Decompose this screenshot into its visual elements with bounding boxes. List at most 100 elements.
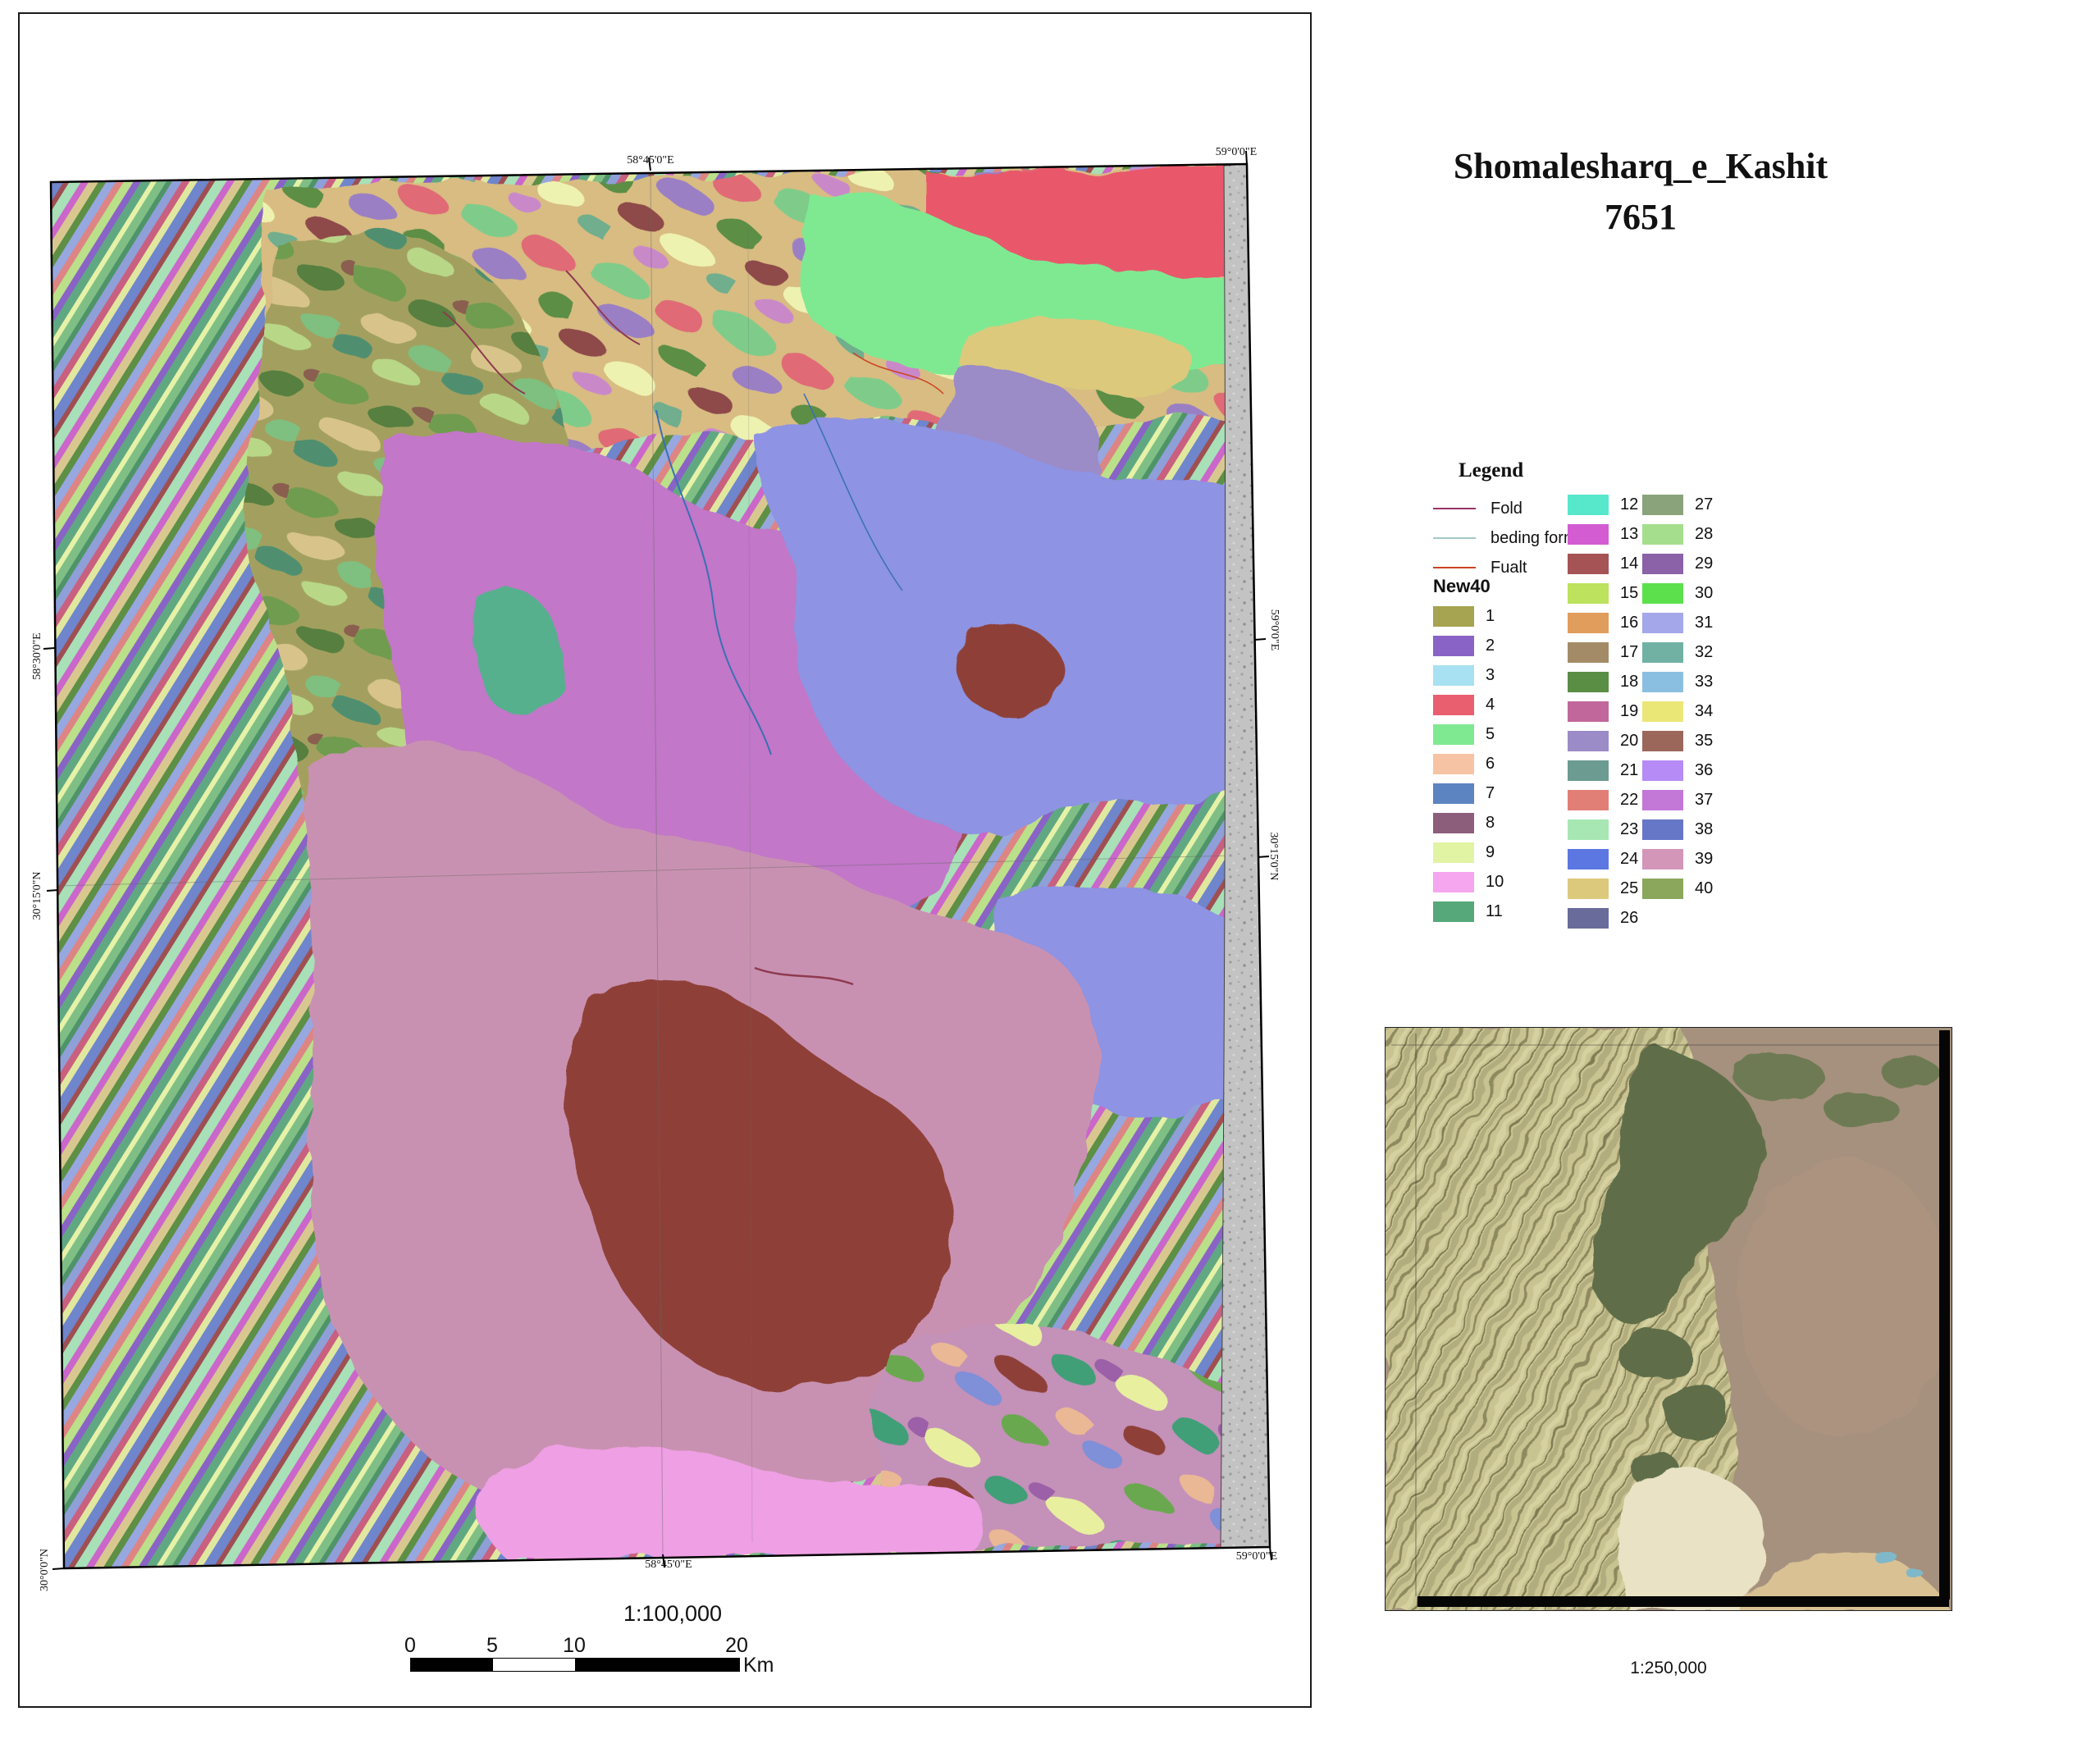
- legend-item-24: 24: [1568, 847, 1699, 876]
- graticule-ticks: [43, 150, 1272, 1570]
- legend-item-label: 15: [1620, 584, 1639, 602]
- legend-item-3: 3: [1433, 663, 1564, 692]
- legend-item-11: 11: [1433, 899, 1564, 929]
- legend-item-6: 6: [1433, 751, 1564, 781]
- map-title-line2: 7651: [1605, 197, 1677, 237]
- legend-item-1: 1: [1433, 604, 1564, 633]
- legend-swatch: [1568, 879, 1609, 899]
- structure-lines: [442, 270, 944, 986]
- legend-item-label: 5: [1486, 725, 1495, 743]
- legend-item-38: 38: [1642, 817, 1774, 847]
- scalebar-tick-5: 5: [486, 1634, 498, 1657]
- legend-swatch: [1642, 495, 1683, 515]
- map-title: Shomalesharq_e_Kashit 7651: [1395, 141, 1887, 243]
- legend-item-14: 14: [1568, 551, 1699, 581]
- legend-swatch: [1642, 790, 1683, 810]
- inset-satellite-canvas: [1385, 1027, 1952, 1611]
- legend-item-9: 9: [1433, 840, 1564, 869]
- legend-swatch: [1433, 783, 1474, 804]
- legend-swatch: [1642, 613, 1683, 633]
- legend-item-10: 10: [1433, 869, 1564, 899]
- legend-swatch: [1568, 908, 1609, 929]
- legend-item-label: 22: [1620, 791, 1639, 809]
- legend-swatch: [1433, 695, 1474, 715]
- inset-satellite-map: [1385, 1027, 1952, 1611]
- bedding-line-symbol: [1433, 537, 1476, 539]
- legend-swatch: [1433, 872, 1474, 892]
- legend-item-label: 32: [1695, 643, 1714, 661]
- legend-item-16: 16: [1568, 610, 1699, 640]
- legend-swatch: [1568, 790, 1609, 810]
- legend-item-label: 31: [1695, 614, 1714, 632]
- legend-swatch: [1642, 849, 1683, 869]
- scale-bar-segment: [493, 1659, 575, 1671]
- legend-item-label: 35: [1695, 732, 1714, 750]
- legend-item-label: 17: [1620, 643, 1639, 661]
- legend-swatch: [1568, 760, 1609, 781]
- legend-line-item-fold: Fold: [1433, 494, 1614, 523]
- legend-item-label: 27: [1695, 495, 1714, 513]
- legend-line-item-fault: Fualt: [1433, 553, 1614, 582]
- legend-swatch: [1433, 813, 1474, 833]
- legend-item-27: 27: [1642, 492, 1774, 522]
- legend-item-label: 30: [1695, 584, 1714, 602]
- legend-line-label: beding form: [1491, 529, 1577, 547]
- legend-item-39: 39: [1642, 847, 1774, 876]
- legend-swatch: [1568, 613, 1609, 633]
- legend-item-17: 17: [1568, 640, 1699, 669]
- scale-bar: [410, 1658, 740, 1672]
- legend-line-label: Fold: [1491, 500, 1522, 518]
- legend-item-label: 2: [1486, 637, 1495, 655]
- legend-item-label: 38: [1695, 820, 1714, 838]
- legend-item-31: 31: [1642, 610, 1774, 640]
- legend-item-label: 34: [1695, 702, 1714, 720]
- legend-item-40: 40: [1642, 876, 1774, 906]
- legend-swatch: [1568, 731, 1609, 751]
- legend-item-28: 28: [1642, 522, 1774, 551]
- legend-heading: Legend: [1459, 459, 1524, 481]
- legend-swatch: [1642, 701, 1683, 722]
- legend-item-label: 40: [1695, 879, 1714, 897]
- legend-swatch: [1568, 849, 1609, 869]
- legend-item-33: 33: [1642, 669, 1774, 699]
- scalebar-unit-label: Km: [743, 1654, 774, 1677]
- legend-item-22: 22: [1568, 787, 1699, 817]
- legend-item-label: 9: [1486, 843, 1495, 861]
- geological-map-canvas: [43, 150, 1272, 1570]
- legend-item-label: 29: [1695, 555, 1714, 573]
- legend-swatch: [1433, 754, 1474, 774]
- legend-item-12: 12: [1568, 492, 1699, 522]
- scalebar-tick-20: 20: [725, 1634, 748, 1657]
- legend-swatch: [1642, 642, 1683, 663]
- coord-label-left-2: 30°15'0"N: [31, 871, 43, 920]
- legend-item-19: 19: [1568, 699, 1699, 728]
- scale-bar-segment: [575, 1659, 739, 1671]
- legend-swatch: [1642, 879, 1683, 899]
- main-map-scale-text: 1:100,000: [623, 1601, 723, 1626]
- coord-label-top-2: 59°0'0"E: [1215, 146, 1258, 158]
- legend-item-label: 25: [1620, 879, 1639, 897]
- legend-swatch: [1568, 819, 1609, 840]
- legend-item-18: 18: [1568, 669, 1699, 699]
- legend-swatch: [1433, 901, 1474, 922]
- legend-swatch: [1433, 842, 1474, 863]
- legend-item-23: 23: [1568, 817, 1699, 847]
- legend-swatch: [1642, 554, 1683, 574]
- geological-map: [33, 148, 1288, 1591]
- legend-swatch: [1642, 760, 1683, 781]
- legend-swatch: [1568, 554, 1609, 574]
- coord-label-top-1: 58°45'0"E: [627, 154, 674, 167]
- legend-item-30: 30: [1642, 581, 1774, 610]
- map-title-line1: Shomalesharq_e_Kashit: [1453, 146, 1828, 186]
- legend-swatch: [1568, 524, 1609, 545]
- legend-item-label: 39: [1695, 850, 1714, 868]
- inset-black-bar-right: [1939, 1030, 1950, 1600]
- raster-edge-strip: [1220, 164, 1270, 1551]
- legend-item-label: 3: [1486, 666, 1495, 684]
- legend-item-label: 16: [1620, 614, 1639, 632]
- legend-item-label: 1: [1486, 607, 1495, 625]
- legend-item-21: 21: [1568, 758, 1699, 787]
- fold-line-symbol: [1433, 508, 1476, 509]
- legend-item-label: 26: [1620, 909, 1639, 927]
- coord-label-left-1: 58°30'0"E: [31, 632, 43, 680]
